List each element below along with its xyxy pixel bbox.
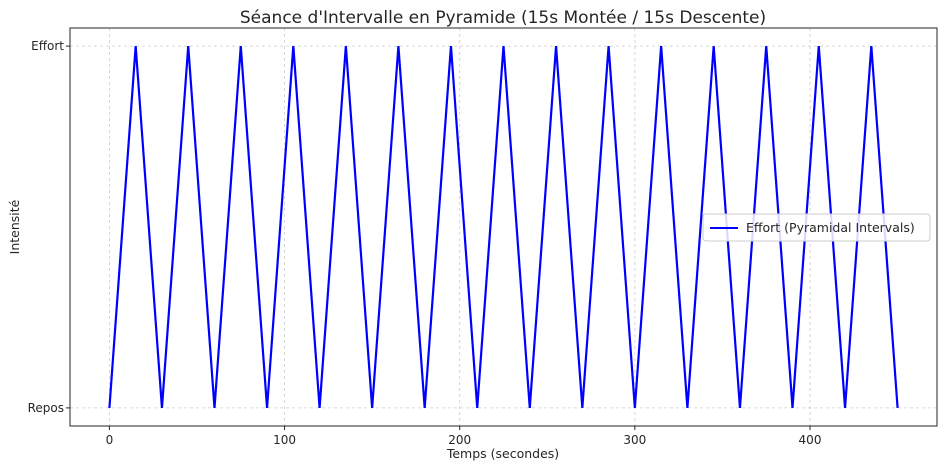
y-tick-label: Repos xyxy=(28,401,64,415)
x-tick-label: 100 xyxy=(273,433,296,447)
y-tick-label: Effort xyxy=(31,39,64,53)
series-line-0 xyxy=(108,46,899,408)
series-layer xyxy=(108,46,899,408)
x-tick-label: 400 xyxy=(799,433,822,447)
y-axis-title: Intensité xyxy=(7,199,22,254)
plot-frame xyxy=(69,27,938,427)
x-tick-label: 200 xyxy=(448,433,471,447)
y-axis-ticks: Repos Effort xyxy=(28,39,70,415)
chart-title: Séance d'Intervalle en Pyramide (15s Mon… xyxy=(240,8,766,28)
legend: Effort (Pyramidal Intervals) xyxy=(702,213,931,242)
x-tick-label: 300 xyxy=(623,433,646,447)
x-tick-label: 0 xyxy=(106,433,114,447)
legend-box xyxy=(702,213,931,242)
x-axis-title: Temps (secondes) xyxy=(446,446,559,461)
x-axis-ticks: 0 100 200 300 400 xyxy=(106,426,822,447)
legend-label: Effort (Pyramidal Intervals) xyxy=(746,220,915,235)
